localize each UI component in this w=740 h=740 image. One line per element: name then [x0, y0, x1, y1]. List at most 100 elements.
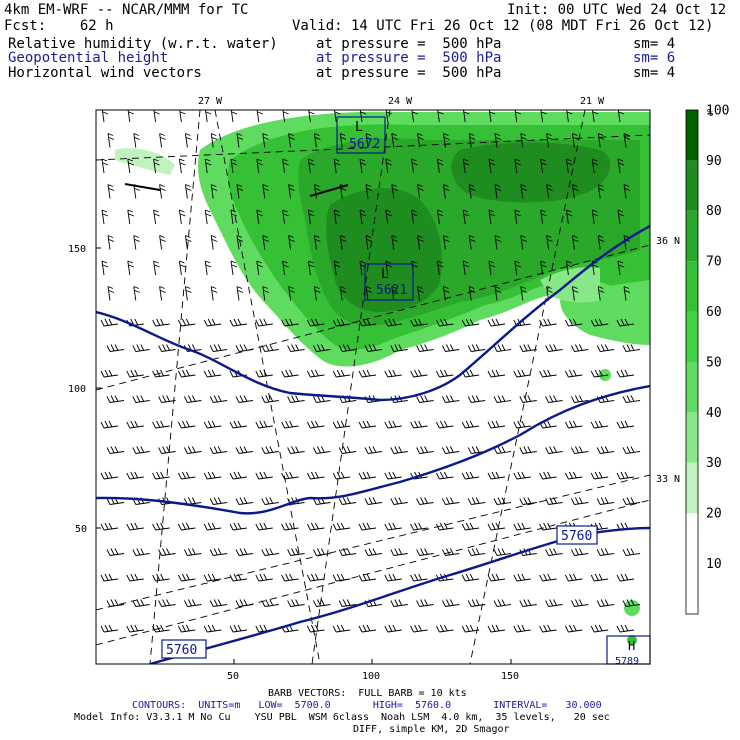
wind-barb: [616, 420, 635, 429]
wind-barb: [210, 235, 218, 250]
valid-time: Valid: 14 UTC Fri 26 Oct 12 (08 MDT Fri …: [292, 18, 714, 34]
wind-barb: [261, 548, 279, 556]
wind-barb: [596, 344, 615, 352]
wind-barb: [391, 184, 398, 199]
wind-barb: [209, 446, 228, 454]
wind-barb: [488, 209, 496, 225]
wind-barb: [281, 573, 299, 582]
wind-barb: [255, 420, 273, 429]
wind-barb: [127, 209, 134, 225]
wind-barb: [494, 235, 502, 250]
colorbar-label: 100: [706, 103, 729, 118]
wind-barb: [596, 548, 615, 556]
wind-barb: [230, 260, 238, 276]
wind-barb: [178, 158, 186, 174]
wind-barb-long: [124, 183, 161, 191]
lon-label-27w: 27 W: [198, 96, 223, 107]
wind-barb: [416, 548, 434, 556]
field-name-wind: Horizontal wind vectors: [8, 65, 202, 81]
wind-barb: [540, 158, 547, 174]
wind-barb: [177, 420, 196, 429]
wind-barb: [132, 395, 150, 403]
wind-barb: [358, 573, 377, 582]
colorbar-label: 40: [706, 406, 722, 421]
wind-barb: [436, 260, 444, 276]
contour-legend: CONTOURS: UNITS=m LOW= 5700.0 HIGH= 5760…: [132, 700, 602, 711]
wind-barb: [100, 573, 119, 582]
colorbar-label: 90: [706, 154, 722, 169]
wind-barb: [203, 318, 222, 327]
wind-barb: [209, 344, 228, 352]
wind-barb: [338, 548, 357, 556]
wind-barb: [288, 286, 295, 301]
wind-barb: [152, 624, 170, 633]
height-contour-5730: [96, 384, 650, 515]
colorbar-segment: [686, 412, 698, 463]
wind-barb: [467, 446, 486, 454]
wind-barb: [306, 522, 325, 531]
wind-barb: [101, 260, 109, 276]
wind-barb: [441, 599, 460, 607]
wind-barb: [570, 497, 589, 505]
wind-barb: [339, 235, 347, 250]
field-sm-height: sm= 6: [633, 50, 676, 66]
wind-barb: [359, 209, 367, 225]
colorbar-unit: %: [707, 108, 713, 119]
wind-barb: [333, 209, 341, 225]
wind-barb: [467, 599, 486, 607]
wind-barb: [203, 420, 222, 429]
wind-barb: [358, 369, 377, 378]
lat-label-36n: 36 N: [656, 236, 680, 247]
wind-barb: [596, 599, 615, 607]
wind-barb: [410, 471, 428, 480]
wind-barb: [385, 260, 392, 276]
wind-barb: [159, 235, 166, 250]
wind-barb: [204, 158, 212, 174]
wind-barb: [461, 522, 480, 531]
contour-label-5760-a: 5760: [561, 529, 592, 544]
wind-barb: [306, 318, 325, 327]
wind-barb: [158, 548, 176, 556]
wind-barb: [462, 158, 470, 174]
wind-barb: [106, 599, 125, 607]
field-level-height: at pressure = 500 hPa: [316, 50, 502, 66]
wind-barb: [312, 395, 331, 403]
wind-barb: [332, 369, 351, 378]
wind-barb: [255, 471, 273, 480]
low-marker-1: L: [355, 120, 363, 135]
wind-barb: [359, 158, 367, 174]
wind-barb: [204, 260, 212, 276]
wind-barb: [467, 344, 486, 352]
wind-barb: [203, 369, 222, 378]
wind-barb: [255, 522, 273, 531]
axis-ticks: [96, 247, 512, 664]
wind-barb: [622, 446, 641, 454]
meridian-27w: [149, 110, 201, 664]
wind-barb: [539, 522, 557, 531]
wind-barb: [441, 446, 460, 454]
wind-barb: [177, 471, 196, 480]
wind-barb: [235, 395, 254, 403]
wind-barb-long: [309, 184, 349, 197]
wind-barb: [209, 599, 228, 607]
wind-barb: [590, 369, 609, 378]
wind-barb: [236, 286, 244, 301]
wind-barb: [590, 471, 609, 480]
wind-barb: [417, 184, 424, 199]
wind-barb: [332, 522, 351, 531]
wind-barb: [100, 624, 119, 633]
wind-barb: [597, 235, 605, 250]
wind-barb: [539, 624, 557, 633]
wind-barbs: [100, 110, 641, 633]
wind-barb: [539, 573, 557, 582]
wind-barb: [158, 344, 176, 352]
wind-barb: [570, 446, 589, 454]
wind-barb: [338, 395, 357, 403]
wind-barb: [570, 599, 589, 607]
wind-barb: [546, 235, 553, 250]
wind-barb: [591, 158, 599, 174]
wind-barb: [487, 471, 506, 480]
wind-barb: [229, 522, 248, 531]
wind-barb: [622, 344, 641, 352]
wind-barb: [183, 548, 202, 556]
